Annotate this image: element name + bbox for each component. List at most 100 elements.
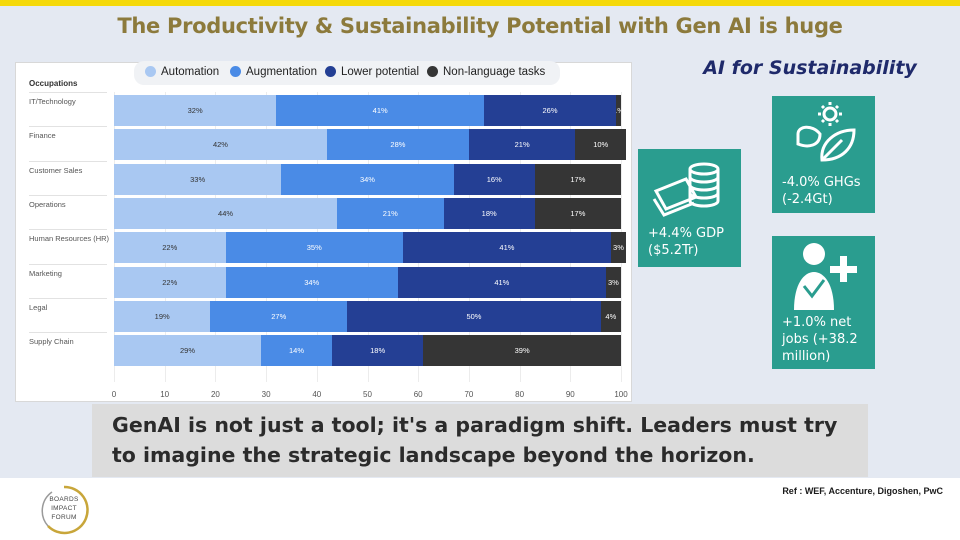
jobs-stat-card: +1.0% net jobs (+38.2 million) [772,236,875,369]
category-label: IT/Technology [29,97,76,106]
bar-value-label: 34% [304,277,320,287]
category-label: Supply Chain [29,337,74,347]
bar-value-label: 34% [359,174,375,184]
row-divider [29,229,107,231]
x-tick-label: 40 [312,390,322,399]
bar-value-label: 14% [288,346,304,356]
bar-non-language-tasks-human-resources-hr: 3% [610,232,627,264]
bar-automation-marketing: 22% [114,266,226,298]
bar-value-label: 21% [514,140,530,150]
bar-value-label: 19% [154,311,170,321]
bar-value-label: 3% [607,277,619,287]
legend-swatch [427,66,438,77]
bar-non-language-tasks-legal: 4% [600,300,621,332]
bar-value-label: 27% [271,311,287,321]
legend-item-non-language-tasks: Non-language tasks [427,66,545,78]
bar-augmentation-supply-chain: 14% [261,335,332,367]
legend-swatch [145,66,156,77]
legend-label: Augmentation [246,66,317,78]
bar-non-language-tasks-customer-sales: 17% [534,163,621,195]
category-label: Human Resources (HR) [29,234,110,244]
bar-value-label: 18% [481,208,497,218]
x-tick-label: 60 [413,390,423,399]
jobs-stat-value: +1.0% net [782,315,852,330]
bar-value-label: 10% [593,140,609,150]
bar-value-label: 26% [542,106,558,115]
legend-item-lower-potential: Lower potential [325,66,419,78]
bar-automation-customer-sales: 33% [114,163,282,195]
ghg-stat-detail: (-2.4Gt) [782,192,833,207]
bar-augmentation-customer-sales: 34% [281,163,454,195]
bar-value-label: 33% [190,174,206,184]
category-label: Customer Sales [29,165,83,175]
row-divider [29,263,107,265]
bar-non-language-tasks-marketing: 3% [605,266,621,298]
bar-value-label: 41% [372,106,388,115]
legend-label: Automation [161,66,220,78]
leaf-sun-icon [796,102,856,162]
category-label: Marketing [29,268,62,278]
bar-value-label: 17% [570,174,586,184]
ghg-stat-value: -4.0% GHGs [782,175,861,190]
bar-lower-potential-customer-sales: 16% [453,163,535,195]
bar-automation-it-technology: 32% [114,95,277,126]
bar-value-label: 35% [306,243,322,253]
category-label: Finance [29,131,56,141]
row-divider [29,160,107,162]
bar-value-label: 22% [162,277,178,287]
bar-value-label: 22% [162,243,178,253]
bar-augmentation-marketing: 34% [225,266,398,298]
chart-legend [134,61,560,85]
row-divider [29,92,107,93]
gdp-stat-card: +4.4% GDP ($5.2Tr) [638,149,741,267]
x-tick-label: 50 [363,390,372,399]
bar-automation-supply-chain: 29% [114,335,262,367]
bar-augmentation-human-resources-hr: 35% [225,232,403,264]
category-label: Operations [29,199,66,209]
x-tick-label: 20 [210,390,220,399]
bar-value-label: 28% [390,140,406,150]
coins-cash-icon [652,162,720,217]
row-divider [29,297,107,299]
bar-non-language-tasks-it-technology: 1% [615,95,621,126]
section-title: AI for Sustainability [703,57,917,79]
bar-value-label: 1% [616,106,621,115]
row-divider [29,126,107,128]
bar-value-label: 32% [187,106,203,115]
jobs-stat-detail-1: jobs (+38.2 [782,332,858,347]
bar-lower-potential-legal: 50% [347,300,601,332]
x-tick-label: 10 [160,390,170,399]
quote-box: GenAI is not just a tool; it's a paradig… [92,404,868,477]
bar-value-label: 17% [570,208,586,218]
person-plus-icon [794,243,857,310]
bar-value-label: 41% [494,277,510,287]
bar-value-label: 44% [218,208,234,218]
top-accent-stripe [0,0,960,6]
legend-swatch [230,66,241,77]
row-divider [29,332,107,334]
boards-impact-forum-logo: BOARDS IMPACT FORUM [38,484,90,536]
bar-value-label: 3% [613,243,624,253]
jobs-stat-detail-2: million) [782,349,831,364]
legend-item-augmentation: Augmentation [230,66,317,78]
bar-non-language-tasks-supply-chain: 39% [423,335,621,367]
gdp-stat-detail: ($5.2Tr) [648,243,699,258]
logo-line-1: BOARDS [49,496,79,503]
bar-augmentation-finance: 28% [326,129,469,161]
bar-value-label: 21% [382,208,398,218]
bar-value-label: 39% [514,346,530,356]
bar-augmentation-operations: 21% [337,197,444,229]
bar-lower-potential-supply-chain: 18% [332,335,424,367]
category-label: Legal [29,302,48,312]
bar-automation-operations: 44% [114,197,338,229]
row-divider [29,194,107,196]
legend-label: Lower potential [341,66,419,78]
bar-lower-potential-marketing: 41% [397,266,606,298]
legend-item-automation: Automation [145,66,219,78]
x-tick-label: 100 [614,390,628,399]
bar-non-language-tasks-finance: 10% [575,129,627,161]
legend-swatch [325,66,336,77]
bar-automation-human-resources-hr: 22% [114,232,226,264]
logo-line-2: IMPACT [51,505,77,512]
legend-label: Non-language tasks [443,66,546,78]
